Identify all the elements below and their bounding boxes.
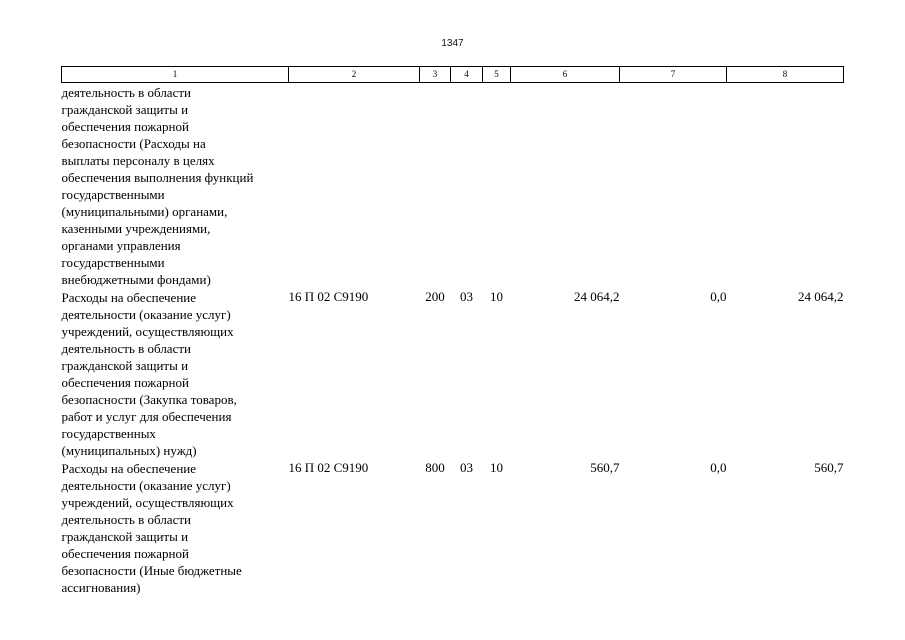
row-description: деятельность в области гражданской защит… <box>61 85 254 287</box>
page-number: 1347 <box>441 38 464 49</box>
row-col5 <box>483 83 511 289</box>
column-number-4: 4 <box>450 66 483 83</box>
column-number-row: 1 2 3 4 5 6 7 8 <box>61 66 844 83</box>
row-col8: 24 064,2 <box>798 289 844 304</box>
row-col8: 560,7 <box>814 460 844 475</box>
table-row: деятельность в области гражданской защит… <box>62 83 844 289</box>
column-number-5: 5 <box>482 66 511 83</box>
row-description: Расходы на обеспечение деятельности (ока… <box>61 290 237 458</box>
column-number-7: 7 <box>619 66 727 83</box>
table-row: Расходы на обеспечение деятельности (ока… <box>62 459 844 596</box>
column-number-2: 2 <box>288 66 420 83</box>
row-description: Расходы на обеспечение деятельности (ока… <box>61 461 242 595</box>
row-code: 16 П 02 С9190 <box>288 289 369 304</box>
budget-table: 1 2 3 4 5 6 7 8 деятельность в области г… <box>61 66 844 596</box>
row-col7 <box>620 83 727 289</box>
column-number-8: 8 <box>726 66 844 83</box>
row-col3: 200 <box>425 289 445 304</box>
row-col4 <box>451 83 483 289</box>
row-col3 <box>420 83 451 289</box>
row-col4: 03 <box>460 460 473 475</box>
row-col3: 800 <box>425 460 445 475</box>
row-col7: 0,0 <box>710 289 727 304</box>
row-col5: 10 <box>490 289 503 304</box>
row-col8 <box>727 83 844 289</box>
row-col6: 560,7 <box>590 460 620 475</box>
row-col6: 24 064,2 <box>574 289 620 304</box>
row-col7: 0,0 <box>710 460 727 475</box>
row-code <box>289 83 420 289</box>
column-number-1: 1 <box>61 66 289 83</box>
column-number-6: 6 <box>510 66 620 83</box>
column-number-3: 3 <box>419 66 451 83</box>
row-col5: 10 <box>490 460 503 475</box>
table-row: Расходы на обеспечение деятельности (ока… <box>62 288 844 459</box>
row-col6 <box>511 83 620 289</box>
row-col4: 03 <box>460 289 473 304</box>
row-code: 16 П 02 С9190 <box>288 460 369 475</box>
